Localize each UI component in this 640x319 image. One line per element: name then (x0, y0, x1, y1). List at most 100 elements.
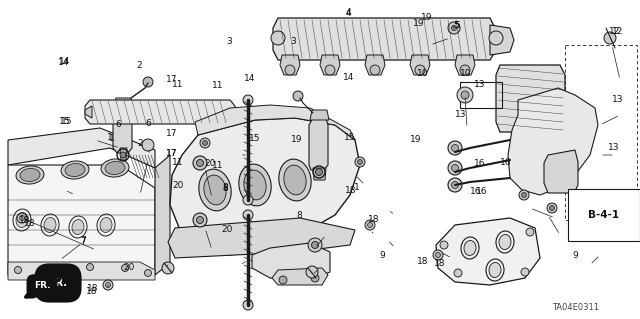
Circle shape (448, 161, 462, 175)
Text: 1: 1 (107, 133, 113, 143)
Text: 16: 16 (474, 159, 486, 167)
Text: 14: 14 (343, 73, 355, 83)
Text: 12: 12 (609, 27, 620, 36)
Polygon shape (114, 98, 133, 107)
Circle shape (521, 268, 529, 276)
Text: 18: 18 (24, 219, 36, 227)
Circle shape (415, 65, 425, 75)
Circle shape (15, 266, 22, 273)
Ellipse shape (20, 168, 40, 182)
Circle shape (550, 205, 554, 211)
Text: 6: 6 (116, 120, 121, 129)
Polygon shape (8, 128, 155, 168)
Circle shape (604, 32, 616, 44)
Text: 18: 18 (435, 259, 445, 269)
Polygon shape (309, 118, 328, 170)
Circle shape (285, 65, 295, 75)
Text: 15: 15 (249, 134, 260, 143)
Text: 17: 17 (166, 149, 178, 158)
Circle shape (103, 280, 113, 290)
Text: 6: 6 (145, 120, 151, 129)
Text: 13: 13 (474, 80, 486, 89)
Polygon shape (365, 55, 385, 75)
Circle shape (454, 269, 462, 277)
Circle shape (51, 264, 58, 271)
Text: 13: 13 (612, 95, 624, 105)
Circle shape (243, 210, 253, 220)
Text: 7: 7 (80, 236, 86, 246)
Ellipse shape (101, 159, 129, 177)
Circle shape (19, 216, 24, 220)
Ellipse shape (464, 241, 476, 256)
Circle shape (308, 238, 322, 252)
Text: 9: 9 (572, 250, 578, 259)
Ellipse shape (65, 163, 85, 176)
Circle shape (460, 65, 470, 75)
Ellipse shape (499, 234, 511, 249)
Text: 15: 15 (344, 133, 356, 143)
Polygon shape (113, 105, 132, 153)
Polygon shape (273, 18, 495, 60)
Ellipse shape (199, 169, 231, 211)
Text: 20: 20 (221, 225, 233, 234)
Polygon shape (280, 55, 300, 75)
Text: 3: 3 (290, 38, 296, 47)
Text: 3: 3 (227, 37, 232, 46)
Polygon shape (155, 155, 170, 275)
Polygon shape (455, 55, 475, 75)
Polygon shape (436, 218, 540, 285)
Circle shape (461, 91, 469, 99)
Circle shape (193, 213, 207, 227)
Text: 18: 18 (87, 284, 99, 293)
Circle shape (17, 213, 27, 223)
Text: 14: 14 (60, 57, 70, 66)
Circle shape (451, 182, 458, 189)
Polygon shape (45, 265, 75, 285)
Polygon shape (272, 268, 328, 285)
Text: B-4-1: B-4-1 (588, 210, 620, 220)
Text: 18: 18 (368, 216, 380, 225)
Text: 8: 8 (223, 184, 228, 193)
Text: 20: 20 (204, 159, 216, 167)
Circle shape (325, 65, 335, 75)
Circle shape (196, 160, 204, 167)
Text: 17: 17 (166, 149, 177, 158)
Circle shape (279, 276, 287, 284)
Text: 19: 19 (410, 136, 422, 145)
Circle shape (489, 31, 503, 45)
Text: TA04E0311: TA04E0311 (552, 303, 600, 313)
Circle shape (120, 152, 126, 158)
Polygon shape (320, 55, 340, 75)
Polygon shape (310, 110, 329, 120)
Text: 2: 2 (137, 138, 143, 147)
Text: 18: 18 (86, 286, 98, 295)
Circle shape (293, 91, 303, 101)
Text: 20: 20 (124, 263, 135, 272)
Text: 16: 16 (500, 158, 511, 167)
Circle shape (451, 145, 458, 152)
Circle shape (451, 165, 458, 172)
Text: 8: 8 (296, 211, 302, 219)
Circle shape (440, 241, 448, 249)
Circle shape (358, 160, 362, 165)
Circle shape (122, 264, 129, 271)
Ellipse shape (489, 263, 501, 278)
Text: 11: 11 (172, 80, 184, 89)
Circle shape (202, 140, 207, 145)
Circle shape (243, 195, 253, 205)
Text: 5: 5 (454, 21, 460, 30)
Circle shape (522, 192, 527, 197)
Text: 10: 10 (417, 69, 428, 78)
Text: 4: 4 (345, 9, 351, 18)
Polygon shape (85, 100, 235, 124)
Polygon shape (8, 165, 155, 275)
Circle shape (448, 141, 462, 155)
Text: 16: 16 (476, 187, 487, 196)
Polygon shape (252, 243, 330, 280)
Circle shape (193, 156, 207, 170)
Text: FR.: FR. (34, 281, 51, 291)
Ellipse shape (239, 164, 271, 206)
Ellipse shape (244, 170, 266, 200)
Circle shape (547, 203, 557, 213)
Text: 5: 5 (453, 20, 459, 29)
